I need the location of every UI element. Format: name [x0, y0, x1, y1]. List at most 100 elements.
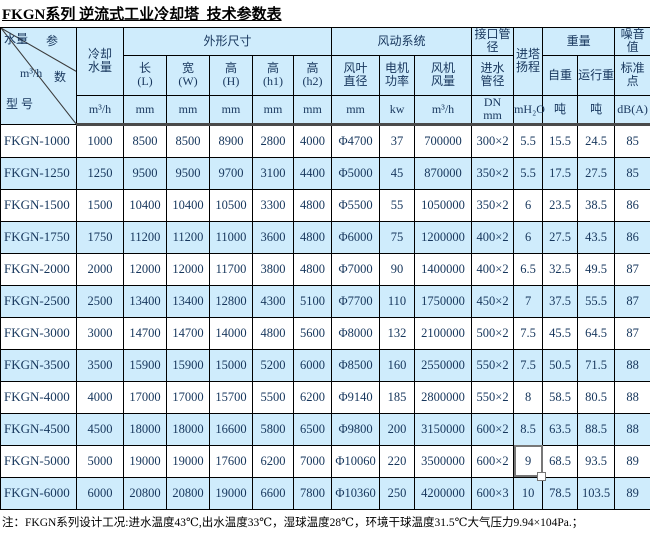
value-cell[interactable]: 18000 — [123, 412, 167, 446]
value-cell[interactable]: 4400 — [292, 156, 333, 190]
value-cell[interactable]: 12000 — [123, 252, 167, 286]
value-cell[interactable]: 600×2 — [471, 412, 515, 446]
value-cell[interactable]: 5200 — [252, 348, 294, 382]
value-cell[interactable]: 5500 — [252, 380, 294, 414]
value-cell[interactable]: 700000 — [414, 123, 473, 158]
value-cell[interactable]: 5600 — [292, 316, 333, 350]
value-cell[interactable]: 17000 — [123, 380, 167, 414]
value-cell[interactable]: 32.5 — [542, 252, 579, 286]
value-cell[interactable]: 2800000 — [414, 380, 473, 414]
value-cell[interactable]: 3600 — [252, 220, 294, 254]
value-cell[interactable]: 11200 — [123, 220, 167, 254]
value-cell[interactable]: 19000 — [209, 476, 253, 510]
value-cell[interactable]: 89 — [614, 476, 650, 510]
value-cell[interactable]: 1750 — [76, 220, 124, 254]
value-cell[interactable]: 550×2 — [471, 380, 515, 414]
value-cell[interactable]: 10400 — [166, 188, 210, 222]
value-cell[interactable]: 6000 — [292, 348, 333, 382]
value-cell[interactable]: 93.5 — [577, 444, 616, 478]
value-cell[interactable]: 1000 — [76, 123, 124, 158]
value-cell[interactable]: 4800 — [252, 316, 294, 350]
value-cell[interactable]: 400×2 — [471, 220, 515, 254]
value-cell[interactable]: 8900 — [209, 123, 253, 158]
model-cell[interactable]: FKGN-3000 — [0, 316, 77, 350]
value-cell[interactable]: 2100000 — [414, 316, 473, 350]
value-cell[interactable]: 450×2 — [471, 284, 515, 318]
value-cell[interactable]: 55 — [379, 188, 416, 222]
value-cell[interactable]: 250 — [379, 476, 416, 510]
value-cell[interactable]: Φ8000 — [331, 316, 381, 350]
value-cell[interactable]: 45.5 — [542, 316, 579, 350]
value-cell[interactable]: 5800 — [252, 412, 294, 446]
value-cell[interactable]: 11700 — [209, 252, 253, 286]
value-cell[interactable]: 350×2 — [471, 188, 515, 222]
value-cell[interactable]: 220 — [379, 444, 416, 478]
value-cell[interactable]: 88 — [614, 348, 650, 382]
value-cell[interactable]: Φ6000 — [331, 220, 381, 254]
value-cell[interactable]: 15900 — [123, 348, 167, 382]
value-cell[interactable]: Φ5000 — [331, 156, 381, 190]
value-cell[interactable]: 6200 — [292, 380, 333, 414]
value-cell[interactable]: 185 — [379, 380, 416, 414]
value-cell[interactable]: 4800 — [292, 188, 333, 222]
value-cell[interactable]: 15000 — [209, 348, 253, 382]
value-cell[interactable]: 3300 — [252, 188, 294, 222]
value-cell[interactable]: 24.5 — [577, 123, 616, 158]
value-cell[interactable]: 27.5 — [577, 156, 616, 190]
value-cell[interactable]: 4000 — [292, 123, 333, 158]
value-cell[interactable]: 550×2 — [471, 348, 515, 382]
value-cell[interactable]: 89 — [614, 444, 650, 478]
value-cell[interactable]: Φ10060 — [331, 444, 381, 478]
value-cell[interactable]: 4800 — [292, 252, 333, 286]
value-cell[interactable]: 45 — [379, 156, 416, 190]
value-cell[interactable]: 4000 — [76, 380, 124, 414]
value-cell[interactable]: 10500 — [209, 188, 253, 222]
value-cell[interactable]: 55.5 — [577, 284, 616, 318]
model-cell[interactable]: FKGN-2500 — [0, 284, 77, 318]
value-cell[interactable]: 3800 — [252, 252, 294, 286]
value-cell[interactable]: 37 — [379, 123, 416, 158]
value-cell[interactable]: 14700 — [123, 316, 167, 350]
value-cell[interactable]: 86 — [614, 220, 650, 254]
value-cell[interactable]: 87 — [614, 252, 650, 286]
value-cell[interactable]: 7000 — [292, 444, 333, 478]
value-cell[interactable]: 17000 — [166, 380, 210, 414]
value-cell[interactable]: 4800 — [292, 220, 333, 254]
value-cell[interactable]: 68.5 — [542, 444, 579, 478]
value-cell[interactable]: 88 — [614, 380, 650, 414]
value-cell[interactable]: 4200000 — [414, 476, 473, 510]
value-cell[interactable]: 12000 — [166, 252, 210, 286]
value-cell[interactable]: 110 — [379, 284, 416, 318]
value-cell[interactable]: 17.5 — [542, 156, 579, 190]
model-cell[interactable]: FKGN-1750 — [0, 220, 77, 254]
value-cell[interactable]: 6200 — [252, 444, 294, 478]
value-cell[interactable]: 10 — [513, 476, 544, 510]
value-cell[interactable]: 5.5 — [513, 156, 544, 190]
value-cell[interactable]: 75 — [379, 220, 416, 254]
value-cell[interactable]: 8.5 — [513, 412, 544, 446]
value-cell[interactable]: 18000 — [166, 412, 210, 446]
value-cell[interactable]: 5100 — [292, 284, 333, 318]
value-cell[interactable]: 6.5 — [513, 252, 544, 286]
value-cell[interactable]: 350×2 — [471, 156, 515, 190]
value-cell[interactable]: 14000 — [209, 316, 253, 350]
value-cell[interactable]: 1050000 — [414, 188, 473, 222]
value-cell[interactable]: 14700 — [166, 316, 210, 350]
value-cell[interactable]: 7800 — [292, 476, 333, 510]
value-cell[interactable]: 6 — [513, 220, 544, 254]
value-cell[interactable]: 16600 — [209, 412, 253, 446]
value-cell[interactable]: Φ5500 — [331, 188, 381, 222]
value-cell[interactable]: Φ9140 — [331, 380, 381, 414]
value-cell[interactable]: 10400 — [123, 188, 167, 222]
value-cell[interactable]: 1250 — [76, 156, 124, 190]
value-cell[interactable]: 103.5 — [577, 476, 616, 510]
value-cell[interactable]: 38.5 — [577, 188, 616, 222]
value-cell[interactable]: 600×2 — [471, 444, 515, 478]
value-cell[interactable]: 3500 — [76, 348, 124, 382]
value-cell[interactable]: 1200000 — [414, 220, 473, 254]
value-cell[interactable]: 20800 — [166, 476, 210, 510]
value-cell[interactable]: 8500 — [166, 123, 210, 158]
value-cell[interactable]: 19000 — [166, 444, 210, 478]
value-cell[interactable]: 3150000 — [414, 412, 473, 446]
value-cell[interactable]: 50.5 — [542, 348, 579, 382]
